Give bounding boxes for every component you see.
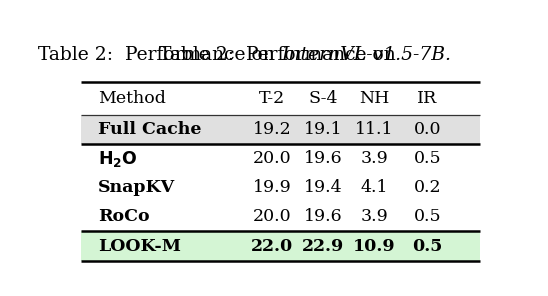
Bar <box>81 115 481 144</box>
Text: 19.1: 19.1 <box>304 121 342 138</box>
Text: 0.0: 0.0 <box>414 121 441 138</box>
Text: 0.5: 0.5 <box>414 208 441 225</box>
Text: 0.5: 0.5 <box>414 150 441 167</box>
Text: InternVL-v1.5-7B.: InternVL-v1.5-7B. <box>281 46 451 64</box>
Text: 19.9: 19.9 <box>253 179 292 196</box>
Text: LOOK-M: LOOK-M <box>98 237 181 255</box>
Text: Table 2:  Performance on: Table 2: Performance on <box>38 46 281 64</box>
Text: 0.5: 0.5 <box>412 237 443 255</box>
Text: 22.9: 22.9 <box>302 237 345 255</box>
Text: S-4: S-4 <box>309 90 338 107</box>
Text: IR: IR <box>417 90 437 107</box>
Text: RoCo: RoCo <box>98 208 150 225</box>
Text: 19.6: 19.6 <box>304 150 342 167</box>
Text: 20.0: 20.0 <box>253 150 292 167</box>
Text: Full Cache: Full Cache <box>98 121 202 138</box>
Text: T-2: T-2 <box>259 90 286 107</box>
Text: Method: Method <box>98 90 166 107</box>
Text: 4.1: 4.1 <box>361 179 388 196</box>
Text: 11.1: 11.1 <box>355 121 393 138</box>
Text: NH: NH <box>359 90 390 107</box>
Text: 19.4: 19.4 <box>304 179 342 196</box>
Text: 3.9: 3.9 <box>361 150 388 167</box>
Text: 22.0: 22.0 <box>251 237 294 255</box>
Text: SnapKV: SnapKV <box>98 179 175 196</box>
Text: 19.2: 19.2 <box>253 121 292 138</box>
Text: Table 2:  Performance on: Table 2: Performance on <box>159 46 402 64</box>
Text: 20.0: 20.0 <box>253 208 292 225</box>
Text: 0.2: 0.2 <box>414 179 441 196</box>
Text: $\mathbf{H_2O}$: $\mathbf{H_2O}$ <box>98 149 138 169</box>
Text: 19.6: 19.6 <box>304 208 342 225</box>
Text: 3.9: 3.9 <box>361 208 388 225</box>
Text: 10.9: 10.9 <box>353 237 396 255</box>
Bar <box>81 231 481 261</box>
